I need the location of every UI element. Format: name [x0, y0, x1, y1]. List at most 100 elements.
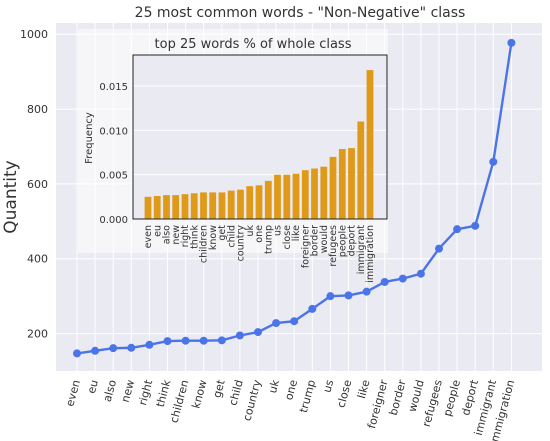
- bar-like: [292, 173, 300, 219]
- data-point-would: [416, 269, 425, 278]
- main-x-tick-label: us: [320, 378, 336, 394]
- main-x-tick-label: get: [210, 378, 227, 399]
- inset-x-tick-label: immigrant: [356, 225, 367, 275]
- data-point-border: [398, 274, 407, 283]
- data-point-even: [73, 349, 81, 358]
- inset-y-tick-label: 0.010: [99, 126, 128, 137]
- bar-uk: [246, 186, 254, 219]
- inset-x-tick-label: deport: [347, 225, 358, 257]
- bar-close: [283, 174, 291, 219]
- inset-x-tick-label: even: [143, 225, 154, 248]
- inset-x-tick-label: child: [226, 225, 237, 248]
- inset-x-tick-label: people: [337, 225, 348, 257]
- main-x-tick-label: trump: [297, 378, 318, 414]
- main-x-tick-label: even: [63, 378, 83, 407]
- bar-also: [163, 195, 170, 219]
- inset-chart-title: top 25 words % of whole class: [155, 37, 352, 52]
- inset-x-tick-label: immigration: [365, 225, 376, 283]
- bar-us: [274, 174, 281, 219]
- data-point-child: [235, 331, 244, 340]
- bar-eu: [153, 196, 161, 219]
- main-y-tick-labels: 200 400 600 800 1000: [20, 28, 48, 340]
- inset-x-tick-label: close: [282, 225, 293, 250]
- main-y-tick-label: 800: [27, 103, 48, 116]
- data-point-one: [290, 317, 299, 326]
- main-chart-title: 25 most common words - "Non-Negative" cl…: [135, 5, 466, 21]
- inset-x-tick-label: also: [162, 225, 173, 244]
- inset-x-tick-label: like: [291, 225, 302, 241]
- bar-foreigner: [301, 170, 309, 219]
- inset-x-tick-label: foreigner: [300, 225, 311, 268]
- main-x-tick-label: one: [282, 378, 300, 401]
- data-point-us: [326, 292, 335, 301]
- data-point-trump: [308, 304, 317, 313]
- bar-children: [200, 192, 207, 219]
- inset-y-tick-label: 0.015: [99, 82, 128, 93]
- inset-x-tick-label: refugees: [328, 225, 339, 267]
- bar-know: [209, 192, 217, 219]
- inset-y-axis-label: Frequency: [84, 112, 95, 164]
- main-x-tick-label: uk: [266, 378, 282, 395]
- inset-plot-frame: [132, 54, 388, 220]
- inset-chart: top 25 words % of whole class Frequency …: [78, 29, 388, 283]
- main-y-tick-label: 600: [27, 178, 48, 191]
- bar-would: [320, 166, 328, 219]
- inset-y-tick-label: 0.005: [99, 171, 128, 182]
- main-y-tick-label: 200: [27, 328, 48, 341]
- inset-x-tick-label: trump: [263, 225, 274, 254]
- inset-x-tick-label: us: [273, 225, 284, 236]
- bar-immigrant: [357, 121, 365, 219]
- inset-x-tick-label: country: [236, 225, 247, 262]
- bar-think: [190, 193, 198, 219]
- bar-right: [181, 194, 189, 219]
- bar-even: [144, 196, 152, 219]
- data-point-like: [362, 287, 371, 296]
- bar-immigration: [366, 70, 374, 219]
- inset-x-tick-label: uk: [245, 225, 256, 237]
- data-point-deport: [471, 221, 480, 230]
- data-point-eu: [91, 346, 100, 355]
- inset-y-tick-label: 0.000: [99, 215, 128, 226]
- data-point-also: [109, 344, 118, 353]
- main-x-tick-label: right: [136, 378, 155, 407]
- bar-one: [255, 185, 263, 219]
- main-x-tick-label: like: [355, 378, 372, 400]
- bar-trump: [264, 180, 272, 219]
- bar-refugees: [329, 156, 337, 219]
- data-point-immigration: [507, 38, 516, 47]
- data-point-right: [145, 340, 154, 349]
- data-point-country: [254, 328, 262, 337]
- inset-x-tick-label: border: [310, 225, 321, 256]
- data-point-close: [344, 291, 353, 300]
- main-x-tick-label: know: [190, 378, 210, 409]
- series-points: [73, 38, 516, 358]
- inset-x-tick-label: eu: [152, 225, 163, 237]
- inset-x-tick-label: new: [171, 225, 182, 245]
- inset-x-tick-labels: eveneualsonewrightthinkchildrenknowgetch…: [143, 225, 376, 283]
- bar-new: [172, 195, 180, 219]
- data-point-get: [217, 336, 226, 345]
- bar-people: [338, 149, 346, 219]
- main-x-tick-label: think: [154, 378, 174, 409]
- inset-x-tick-label: think: [189, 225, 200, 249]
- main-x-tick-label: eu: [85, 378, 101, 395]
- main-y-tick-label: 400: [27, 253, 48, 266]
- data-point-know: [199, 336, 208, 345]
- inset-x-tick-label: would: [319, 225, 330, 253]
- main-y-tick-label: 1000: [20, 28, 48, 41]
- data-point-new: [127, 343, 136, 352]
- bar-country: [237, 189, 244, 219]
- bar-border: [311, 168, 318, 219]
- main-x-tick-label: also: [101, 378, 119, 403]
- bar-get: [218, 192, 226, 219]
- bar-deport: [348, 148, 355, 219]
- main-x-tick-label: close: [335, 378, 355, 409]
- inset-y-tick-labels: 0.000 0.005 0.010 0.015: [99, 82, 128, 226]
- data-point-foreigner: [380, 277, 389, 286]
- data-point-children: [181, 336, 190, 345]
- data-point-people: [453, 225, 462, 234]
- data-point-immigrant: [489, 157, 498, 166]
- data-point-uk: [272, 319, 281, 328]
